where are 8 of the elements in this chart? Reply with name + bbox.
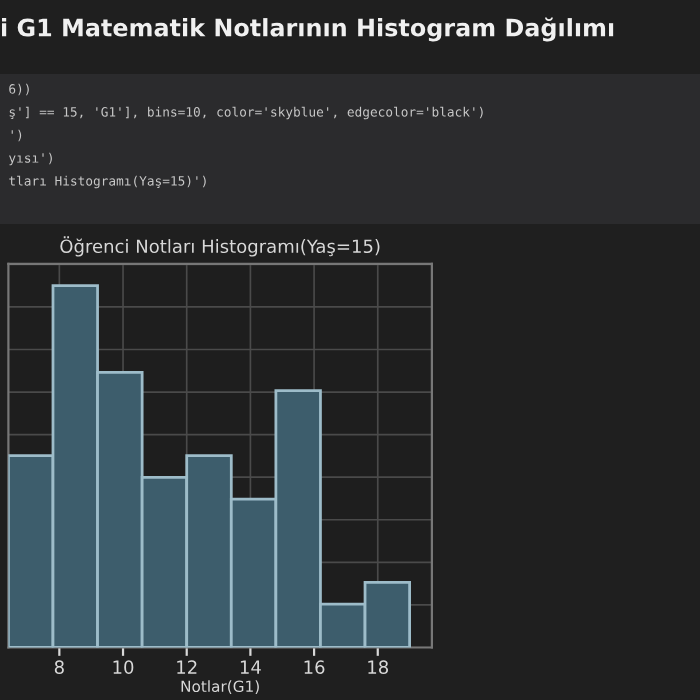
x-tick-label: 14: [240, 660, 261, 674]
text: i G1 Matematik Notlarının Histogram Dağılımı: [2, 17, 614, 42]
x-tick-label: 8: [54, 660, 64, 674]
x-tick-label: 12: [177, 660, 197, 674]
x-tick-label: 10: [113, 660, 134, 674]
x-tick-label: 18: [368, 660, 389, 674]
chart-title: Öğrenci Notları Histogramı(Yaş=15): [60, 236, 380, 257]
x-tick-label: 16: [304, 660, 325, 674]
